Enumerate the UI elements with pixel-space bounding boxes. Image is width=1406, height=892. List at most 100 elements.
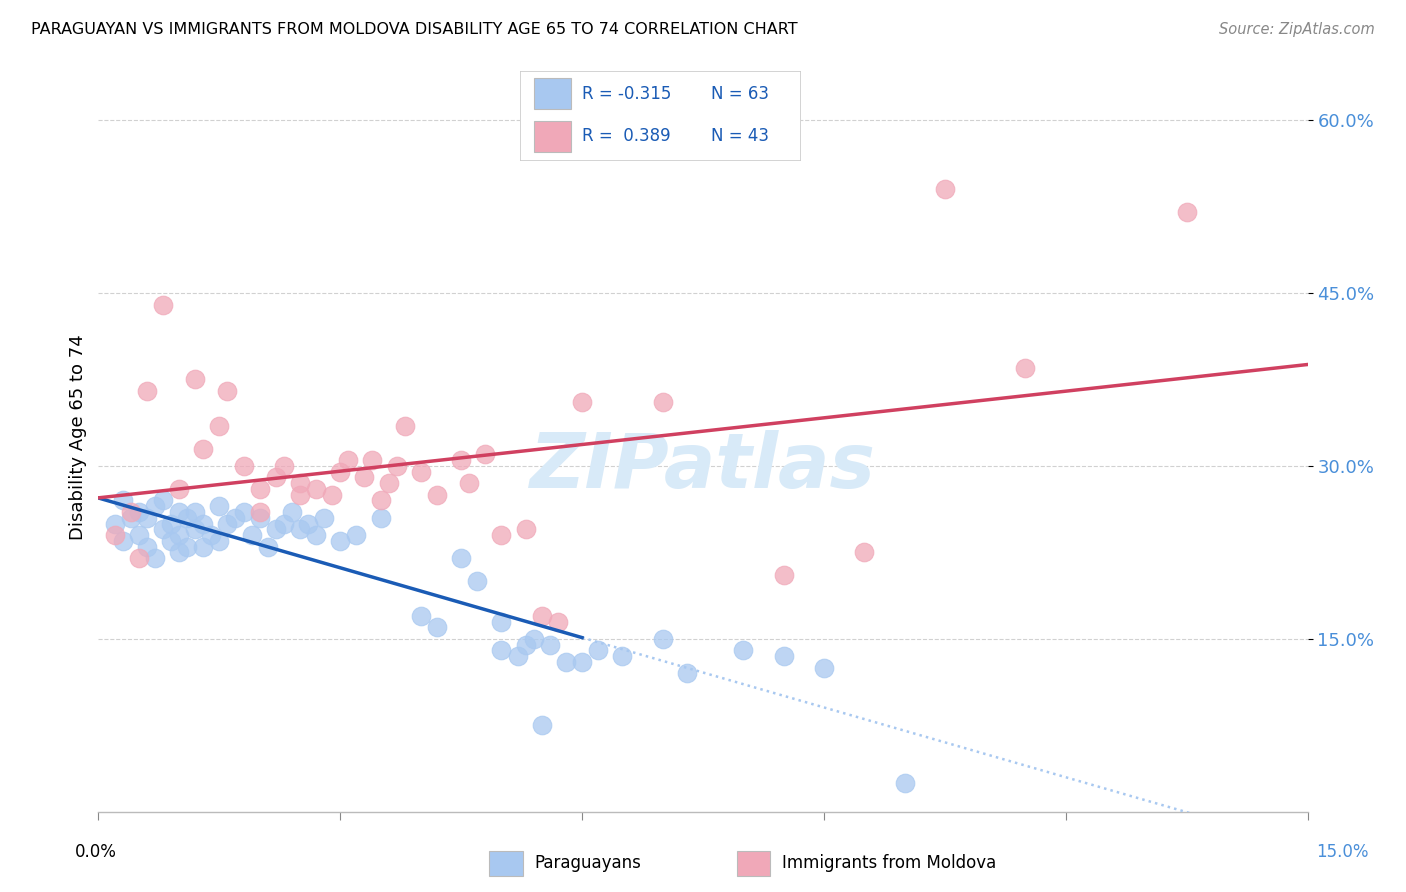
Point [232,458,254,473]
Point [135,540,157,554]
Point [273,516,295,531]
Point [329,465,352,479]
Point [167,505,190,519]
Point [1014,360,1036,375]
Point [450,453,472,467]
Point [853,545,876,559]
Point [232,505,254,519]
Text: N = 43: N = 43 [711,128,769,145]
Point [184,372,207,386]
Text: Source: ZipAtlas.com: Source: ZipAtlas.com [1219,22,1375,37]
Point [474,447,496,461]
Point [288,522,311,536]
Point [224,510,246,524]
Text: R = -0.315: R = -0.315 [582,85,672,103]
Point [515,522,537,536]
Point [409,465,432,479]
Point [934,182,956,196]
Point [538,638,561,652]
Point [111,493,134,508]
Point [249,505,271,519]
Y-axis label: Disability Age 65 to 74: Disability Age 65 to 74 [69,334,87,540]
Point [370,510,392,524]
Bar [489,851,523,876]
Point [772,568,794,582]
Point [103,528,125,542]
Point [256,540,278,554]
Point [176,540,198,554]
Point [103,516,125,531]
Point [586,643,609,657]
Point [273,458,295,473]
Point [264,522,287,536]
Point [281,505,304,519]
Point [120,510,142,524]
Point [240,528,263,542]
Point [128,505,150,519]
Text: R =  0.389: R = 0.389 [582,128,671,145]
Bar [737,851,770,876]
Point [288,476,311,491]
Text: 0.0%: 0.0% [75,843,117,861]
Point [530,718,553,732]
Point [264,470,287,484]
Point [337,453,360,467]
Point [128,528,150,542]
Point [193,540,215,554]
Point [491,615,513,629]
Point [184,522,207,536]
Point [314,510,336,524]
Point [329,533,352,548]
Point [426,620,449,634]
Point [184,505,207,519]
Point [217,516,239,531]
Point [193,442,215,456]
Bar [534,121,571,152]
Point [813,660,835,674]
Point [305,482,328,496]
Point [1175,205,1198,219]
Point [450,551,472,566]
Point [530,608,553,623]
Text: PARAGUAYAN VS IMMIGRANTS FROM MOLDOVA DISABILITY AGE 65 TO 74 CORRELATION CHART: PARAGUAYAN VS IMMIGRANTS FROM MOLDOVA DI… [31,22,797,37]
Point [426,488,449,502]
Bar [534,78,571,109]
Point [152,297,174,311]
Point [143,500,166,514]
Point [612,649,634,664]
Point [160,533,183,548]
Point [111,533,134,548]
Text: N = 63: N = 63 [711,85,769,103]
Point [305,528,328,542]
Point [515,638,537,652]
Text: Paraguayans: Paraguayans [534,854,641,871]
Point [297,516,319,531]
Point [651,632,673,646]
Point [465,574,488,589]
Point [249,482,271,496]
Point [555,655,578,669]
Point [491,528,513,542]
Point [200,528,222,542]
Point [217,384,239,398]
Point [152,522,174,536]
Point [176,510,198,524]
Point [733,643,755,657]
Point [676,666,699,681]
Point [571,655,593,669]
Text: Immigrants from Moldova: Immigrants from Moldova [782,854,995,871]
Point [160,516,183,531]
Point [208,533,231,548]
Point [772,649,794,664]
Point [491,643,513,657]
Point [167,482,190,496]
Point [249,510,271,524]
Point [377,476,399,491]
Point [361,453,384,467]
Point [344,528,367,542]
Point [409,608,432,623]
Text: 15.0%: 15.0% [1316,843,1369,861]
Point [370,493,392,508]
Point [353,470,375,484]
Point [651,395,673,409]
